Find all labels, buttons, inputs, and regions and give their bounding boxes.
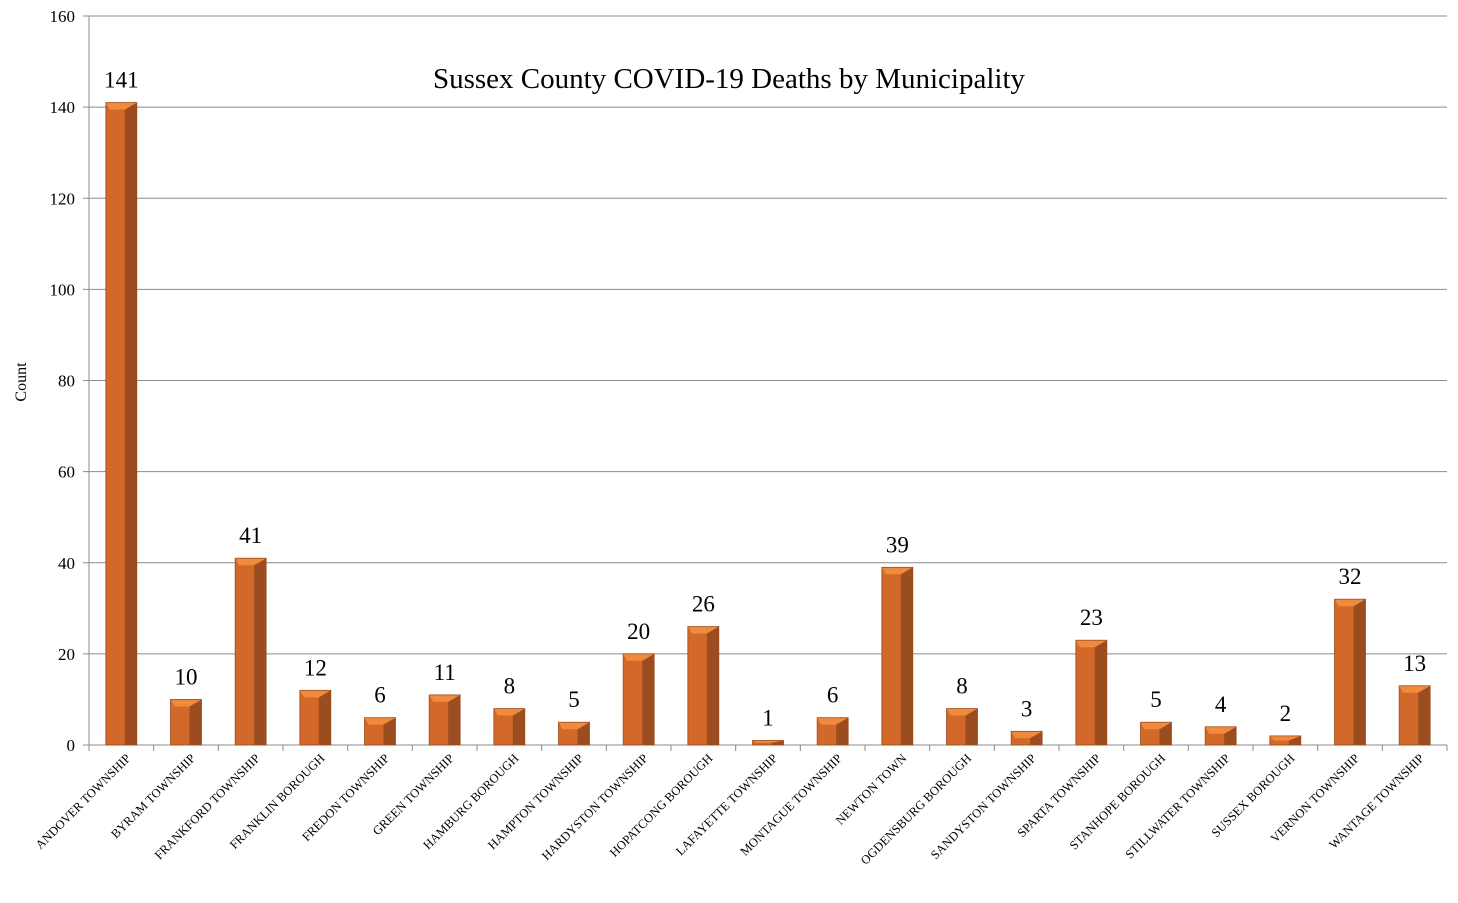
y-tick-label: 160 xyxy=(50,7,76,26)
bar xyxy=(299,689,332,746)
y-tick-label: 100 xyxy=(50,280,76,299)
bar xyxy=(558,721,590,746)
x-tick-label: HARDYSTON TOWNSHIP xyxy=(539,751,651,863)
data-label: 2 xyxy=(1280,701,1292,726)
x-tick-label: STILLWATER TOWNSHIP xyxy=(1122,751,1232,861)
data-label: 13 xyxy=(1403,651,1426,676)
chart-title: Sussex County COVID-19 Deaths by Municip… xyxy=(433,63,1026,95)
bar xyxy=(1398,685,1431,746)
x-tick-label: HOPATCONG BOROUGH xyxy=(607,751,716,860)
y-axis-ticks: 0 20 40 60 80 100 120 140 160 xyxy=(50,7,76,755)
data-label: 12 xyxy=(304,655,327,680)
bar xyxy=(1269,735,1302,746)
bar xyxy=(1334,598,1366,746)
bar xyxy=(1204,726,1237,746)
y-tick-label: 0 xyxy=(67,736,76,755)
data-label: 1 xyxy=(762,705,774,730)
bar xyxy=(364,717,396,746)
y-tick-label: 120 xyxy=(50,189,76,208)
bar xyxy=(881,566,914,746)
data-label: 41 xyxy=(239,523,262,548)
data-label: 3 xyxy=(1021,696,1033,721)
data-label: 23 xyxy=(1080,605,1103,630)
bar xyxy=(687,626,720,746)
bar xyxy=(428,694,461,746)
data-label: 20 xyxy=(627,619,650,644)
y-tick-label: 20 xyxy=(58,645,75,664)
bar xyxy=(622,653,655,746)
data-label: 32 xyxy=(1339,564,1362,589)
y-tick-label: 40 xyxy=(58,554,75,573)
data-label: 11 xyxy=(434,660,456,685)
x-tick-label: OGDENSBURG BOROUGH xyxy=(858,751,974,867)
y-axis-label: Count xyxy=(13,362,30,402)
data-label: 141 xyxy=(104,68,139,93)
data-label: 6 xyxy=(374,683,386,708)
data-label: 5 xyxy=(1150,687,1162,712)
data-label: 8 xyxy=(504,674,516,699)
data-label: 4 xyxy=(1215,692,1227,717)
data-label: 39 xyxy=(886,532,909,557)
y-tick-label: 80 xyxy=(58,372,75,391)
bar xyxy=(1010,730,1043,746)
y-tick-label: 60 xyxy=(58,463,75,482)
bar xyxy=(1075,639,1108,746)
y-tick-label: 140 xyxy=(50,98,76,117)
x-tick-label: SANDYSTON TOWNSHIP xyxy=(928,751,1039,862)
bar xyxy=(1140,721,1172,746)
gridlines xyxy=(83,15,1448,751)
bar xyxy=(234,557,267,746)
bar xyxy=(105,102,138,746)
data-label: 6 xyxy=(827,683,839,708)
data-label: 5 xyxy=(568,687,580,712)
data-label: 8 xyxy=(956,674,968,699)
bar xyxy=(946,708,978,746)
bars xyxy=(105,102,1431,746)
data-label: 26 xyxy=(692,592,715,617)
bar xyxy=(816,717,849,746)
x-tick-label: FRANKFORD TOWNSHIP xyxy=(152,751,263,862)
bar xyxy=(493,708,526,746)
bar xyxy=(170,699,202,746)
bar xyxy=(752,740,784,746)
data-label: 10 xyxy=(175,664,198,689)
